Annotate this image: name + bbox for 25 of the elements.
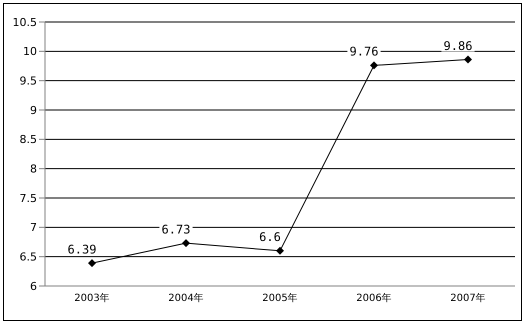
x-tick-label: 2005年 xyxy=(262,292,298,304)
y-tick-label: 10 xyxy=(23,45,37,58)
data-label: 6.6 xyxy=(259,230,281,244)
y-tick-label: 7 xyxy=(30,221,37,234)
x-tick-label: 2007年 xyxy=(450,292,486,304)
point xyxy=(182,239,190,248)
y-tick-label: 6.5 xyxy=(20,250,37,264)
data-label: 6.39 xyxy=(68,242,96,256)
y-tick-label: 8.5 xyxy=(20,133,37,146)
y-tick-label: 10.5 xyxy=(12,16,37,29)
data-label: 9.86 xyxy=(444,38,472,53)
x-tick-label: 2006年 xyxy=(356,292,392,304)
y-tick-label: 9 xyxy=(30,104,37,117)
point xyxy=(464,56,472,64)
y-tick-label: 8 xyxy=(30,162,37,176)
y-tick-label: 6 xyxy=(30,280,37,293)
data-label: 6.73 xyxy=(162,222,190,236)
point xyxy=(276,246,284,255)
point xyxy=(88,259,96,268)
x-tick-label: 2004年 xyxy=(168,292,204,304)
data-label: 9.76 xyxy=(350,44,378,59)
y-tick-label: 7.5 xyxy=(20,192,37,205)
point xyxy=(370,61,378,70)
x-tick-label: 2003年 xyxy=(74,292,110,304)
y-tick-label: 9.5 xyxy=(20,74,37,88)
